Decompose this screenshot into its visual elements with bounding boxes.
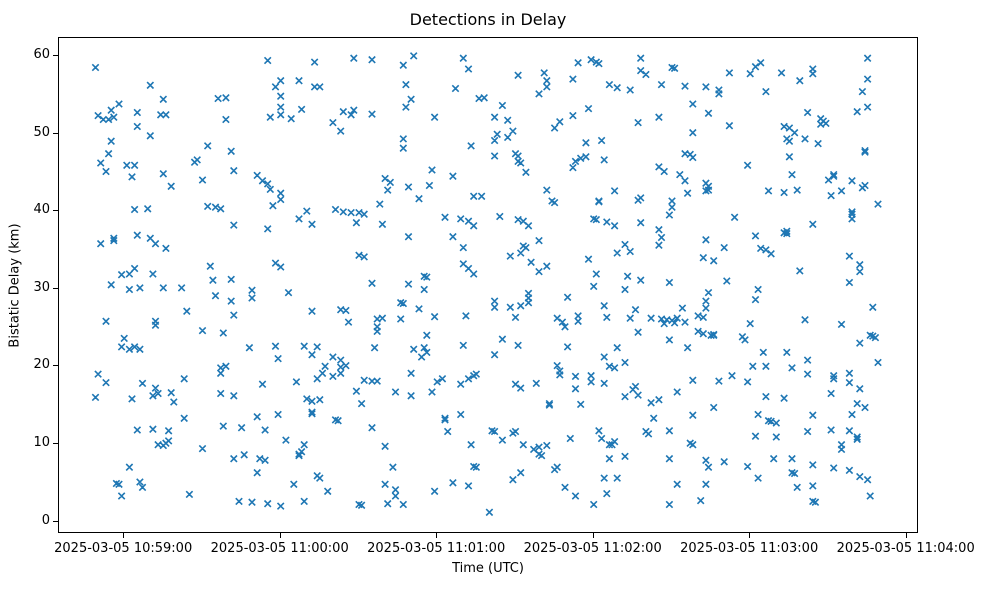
y-tick-label: 40 <box>33 202 50 218</box>
x-tick-mark <box>436 533 438 538</box>
x-tick-mark <box>123 533 125 538</box>
x-tick-label: 2025-03-05 10:59:00 <box>54 541 193 556</box>
scatter-marker-path <box>91 52 882 517</box>
y-tick-mark <box>53 132 58 134</box>
y-tick-label: 50 <box>33 124 50 140</box>
scatter-points <box>91 52 882 517</box>
chart-title: Detections in Delay <box>409 10 567 29</box>
x-tick-label: 2025-03-05 11:03:00 <box>680 541 819 556</box>
y-tick-label: 20 <box>33 357 50 373</box>
x-tick-mark <box>279 533 281 538</box>
y-axis-label: Bistatic Delay (km) <box>7 223 23 348</box>
y-tick-mark <box>53 210 58 212</box>
x-tick-mark <box>749 533 751 538</box>
y-tick-mark <box>53 365 58 367</box>
x-tick-label: 2025-03-05 11:04:00 <box>836 541 975 556</box>
y-tick-label: 30 <box>33 279 50 295</box>
plot-area <box>58 37 918 533</box>
y-tick-mark <box>53 520 58 522</box>
y-tick-mark <box>53 443 58 444</box>
y-tick-mark <box>53 54 58 56</box>
x-axis-label: Time (UTC) <box>452 561 524 576</box>
x-tick-label: 2025-03-05 11:00:00 <box>210 541 349 556</box>
y-tick-label: 10 <box>33 435 50 450</box>
x-tick-label: 2025-03-05 11:02:00 <box>523 541 662 556</box>
x-tick-mark <box>905 533 907 538</box>
x-tick-label: 2025-03-05 11:01:00 <box>367 541 506 556</box>
y-tick-mark <box>53 287 58 289</box>
y-tick-label: 60 <box>33 46 50 62</box>
x-tick-mark <box>592 533 594 538</box>
y-tick-label: 0 <box>41 512 50 528</box>
